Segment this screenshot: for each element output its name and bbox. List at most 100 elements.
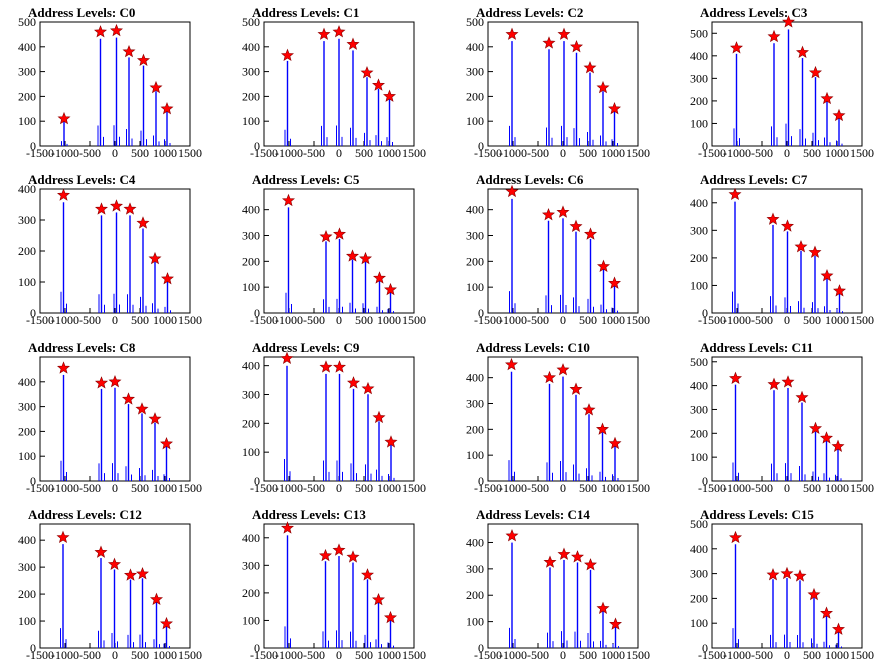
x-tick-label: 0 <box>784 313 790 327</box>
y-tick-label: 200 <box>466 254 484 268</box>
y-tick-label: 100 <box>690 116 708 130</box>
x-tick-label: -1000 <box>499 648 527 662</box>
x-tick-label: 1500 <box>626 648 650 662</box>
peak-star-marker <box>505 529 519 542</box>
x-tick-label: 1000 <box>825 146 849 160</box>
x-tick-label: 500 <box>803 481 821 495</box>
y-tick-label: 0 <box>702 306 708 320</box>
x-tick-label: -1000 <box>499 313 527 327</box>
y-tick-label: 0 <box>478 306 484 320</box>
y-tick-label: 400 <box>466 203 484 217</box>
y-tick-label: 400 <box>690 379 708 393</box>
peak-star-marker <box>505 184 519 198</box>
peak-star-marker <box>332 543 346 556</box>
x-tick-label: 0 <box>560 648 566 662</box>
x-tick-label: -1000 <box>51 313 79 327</box>
x-tick-label: 1000 <box>601 481 625 495</box>
x-tick-label: 0 <box>560 146 566 160</box>
y-tick-label: 500 <box>690 517 708 531</box>
x-tick-label: 1500 <box>402 481 426 495</box>
peak-star-marker <box>384 610 397 624</box>
y-tick-label: 200 <box>466 89 484 103</box>
peak-star-marker <box>596 601 610 614</box>
y-tick-label: 200 <box>690 426 708 440</box>
y-tick-label: 0 <box>702 139 708 153</box>
y-tick-label: 500 <box>18 15 36 29</box>
panel-14: Address Levels: C14 0 100 200 300 400 -1500-10… <box>466 507 650 662</box>
x-tick-label: -1500 <box>698 146 726 160</box>
x-tick-label: 1500 <box>402 146 426 160</box>
y-tick-label: 400 <box>242 203 260 217</box>
x-tick-label: -1500 <box>474 313 502 327</box>
x-tick-label: 1000 <box>825 313 849 327</box>
peak-star-marker <box>148 251 162 265</box>
peak-star-marker <box>557 27 571 40</box>
plot-frame <box>487 21 639 147</box>
peak-star-marker <box>793 569 807 582</box>
x-tick-label: -1000 <box>499 146 527 160</box>
peak-star-marker <box>95 376 108 389</box>
x-tick-label: 1500 <box>402 648 426 662</box>
x-tick-label: -500 <box>527 313 549 327</box>
y-tick-label: 100 <box>242 280 260 294</box>
peak-star-marker <box>781 375 795 388</box>
panel-title: Address Levels: C11 <box>700 340 813 355</box>
peak-star-marker <box>766 568 780 581</box>
x-tick-label: 500 <box>803 146 821 160</box>
panel-title: Address Levels: C3 <box>700 5 808 20</box>
peak-star-marker <box>148 412 162 425</box>
peak-star-marker <box>372 592 385 606</box>
peak-star-marker <box>123 202 137 215</box>
y-tick-label: 200 <box>242 89 260 103</box>
panel-10: Address Levels: C10 0 100 200 300 400 -1500-10… <box>466 340 650 495</box>
peak-star-marker <box>110 199 123 212</box>
x-tick-label: 500 <box>355 146 373 160</box>
y-tick-label: 400 <box>466 40 484 54</box>
y-tick-label: 300 <box>690 567 708 581</box>
panel-13: Address Levels: C13 0 100 200 300 400 -1500-10… <box>242 507 426 662</box>
panel-title: Address Levels: C7 <box>700 172 808 187</box>
x-tick-label: 500 <box>355 481 373 495</box>
panel-0: Address Levels: C00100200300400500-1500-… <box>18 5 202 160</box>
peak-star-marker <box>160 616 173 630</box>
peak-star-marker <box>57 361 70 374</box>
peak-star-marker <box>122 392 135 405</box>
x-tick-label: -500 <box>79 481 101 495</box>
y-tick-label: 300 <box>18 560 36 574</box>
y-tick-label: 100 <box>690 450 708 464</box>
y-tick-label: 400 <box>466 371 484 385</box>
y-tick-label: 400 <box>466 535 484 549</box>
y-tick-label: 200 <box>690 251 708 265</box>
x-tick-label: 0 <box>560 313 566 327</box>
peak-star-marker <box>137 53 150 66</box>
y-tick-label: 300 <box>466 562 484 576</box>
y-tick-label: 400 <box>18 533 36 547</box>
x-tick-label: -500 <box>527 481 549 495</box>
x-tick-label: 0 <box>336 146 342 160</box>
peak-star-marker <box>136 567 149 580</box>
y-tick-label: 500 <box>242 15 260 29</box>
x-tick-label: -500 <box>527 648 549 662</box>
y-tick-label: 100 <box>242 445 260 459</box>
x-tick-label: 500 <box>131 313 149 327</box>
panel-4: Address Levels: C4 0 100 200 300 400 -1500-100… <box>18 172 202 327</box>
x-tick-label: -500 <box>79 648 101 662</box>
x-tick-label: 0 <box>336 648 342 662</box>
x-tick-label: -500 <box>527 146 549 160</box>
y-tick-label: 300 <box>18 400 36 414</box>
y-tick-label: 200 <box>242 416 260 430</box>
x-tick-label: -500 <box>79 313 101 327</box>
y-tick-label: 0 <box>254 474 260 488</box>
panel-title: Address Levels: C2 <box>476 5 583 20</box>
peak-star-marker <box>569 219 583 232</box>
panel-12: Address Levels: C12 0 100 200 300 400 -1500-10… <box>18 507 202 662</box>
x-tick-label: 500 <box>355 313 373 327</box>
y-tick-label: 0 <box>30 641 36 655</box>
peak-star-marker <box>820 268 834 282</box>
peak-star-marker <box>795 390 809 404</box>
peak-star-marker <box>505 357 518 371</box>
peak-star-marker <box>542 208 555 221</box>
x-tick-label: 1000 <box>825 481 849 495</box>
peak-star-marker <box>833 284 846 297</box>
y-tick-label: 400 <box>242 531 260 545</box>
